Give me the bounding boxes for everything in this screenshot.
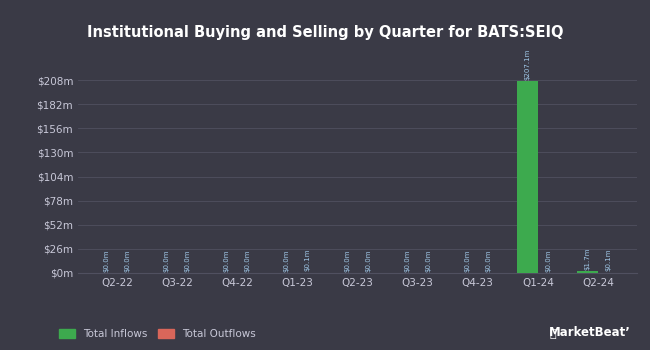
Text: $0.0m: $0.0m (185, 249, 190, 272)
Text: $0.0m: $0.0m (164, 249, 170, 272)
Text: $0.0m: $0.0m (344, 249, 350, 272)
Bar (517, 81, 538, 273)
Text: $0.0m: $0.0m (103, 249, 110, 272)
Text: $0.1m: $0.1m (305, 249, 311, 271)
Text: $0.1m: $0.1m (605, 249, 612, 271)
Text: Institutional Buying and Selling by Quarter for BATS:SEIQ: Institutional Buying and Selling by Quar… (86, 25, 564, 40)
Text: $0.0m: $0.0m (425, 249, 431, 272)
Text: $0.0m: $0.0m (365, 249, 371, 272)
Text: ⼿: ⼿ (549, 329, 556, 340)
Bar (577, 271, 598, 273)
Text: $0.0m: $0.0m (224, 249, 229, 272)
Text: $0.0m: $0.0m (284, 249, 290, 272)
Text: $0.0m: $0.0m (125, 249, 131, 272)
Text: $0.0m: $0.0m (545, 249, 551, 272)
Text: $0.0m: $0.0m (486, 249, 491, 272)
Legend: Total Inflows, Total Outflows: Total Inflows, Total Outflows (57, 327, 258, 341)
Text: $1.7m: $1.7m (584, 247, 590, 270)
Text: MarketBeat’: MarketBeat’ (549, 327, 630, 340)
Text: $0.0m: $0.0m (404, 249, 410, 272)
Text: $207.1m: $207.1m (525, 48, 530, 79)
Text: $0.0m: $0.0m (245, 249, 251, 272)
Text: $0.0m: $0.0m (464, 249, 470, 272)
